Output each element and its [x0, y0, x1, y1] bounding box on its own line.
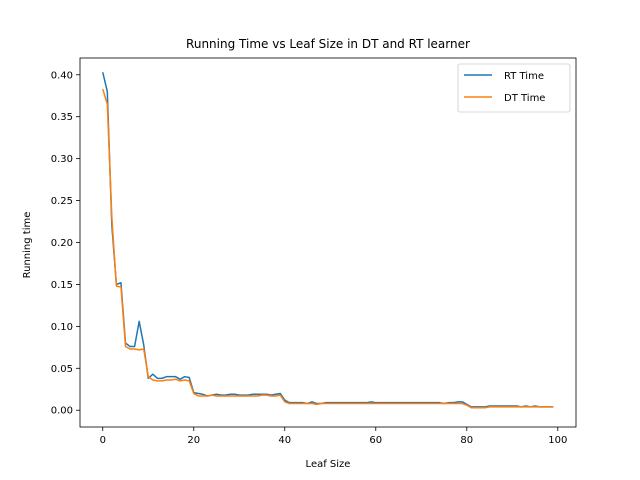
plot-frame: [79, 57, 577, 428]
legend-label-rt: RT Time: [504, 71, 544, 82]
x-axis: 0 20 40 60 80 100: [100, 427, 567, 446]
series-line-rt-time: [102, 72, 554, 408]
y-tick-label: 0.40: [51, 70, 73, 81]
x-tick-label: 100: [548, 435, 567, 446]
y-tick-label: 0.10: [51, 322, 73, 333]
series-lines: [102, 72, 554, 409]
y-tick-label: 0.30: [51, 154, 73, 165]
x-tick-label: 20: [187, 435, 200, 446]
y-tick-label: 0.35: [51, 112, 73, 123]
legend-label-dt: DT Time: [504, 93, 545, 104]
y-tick-label: 0.25: [51, 196, 73, 207]
chart-title: Running Time vs Leaf Size in DT and RT l…: [186, 37, 470, 51]
x-tick-label: 60: [369, 435, 382, 446]
y-axis-title: Running time: [22, 212, 33, 279]
x-tick-label: 40: [278, 435, 291, 446]
x-tick-label: 80: [460, 435, 473, 446]
series-line-dt-time: [102, 88, 554, 409]
legend-box: [457, 63, 571, 113]
y-axis: 0.00 0.05 0.10 0.15 0.20 0.25 0.30 0.35 0.40: [51, 70, 80, 417]
x-axis-title: Leaf Size: [306, 459, 351, 470]
y-tick-label: 0.00: [51, 406, 73, 417]
y-tick-label: 0.15: [51, 280, 73, 291]
x-tick-label: 0: [100, 435, 106, 446]
y-tick-label: 0.20: [51, 238, 73, 249]
y-tick-label: 0.05: [51, 364, 73, 375]
plot-area: 0 20 40 60 80 100 0.00 0.05 0.10 0.15 0.20 0.25 0.3…: [51, 57, 577, 446]
legend: RT Time DT Time: [457, 63, 571, 113]
